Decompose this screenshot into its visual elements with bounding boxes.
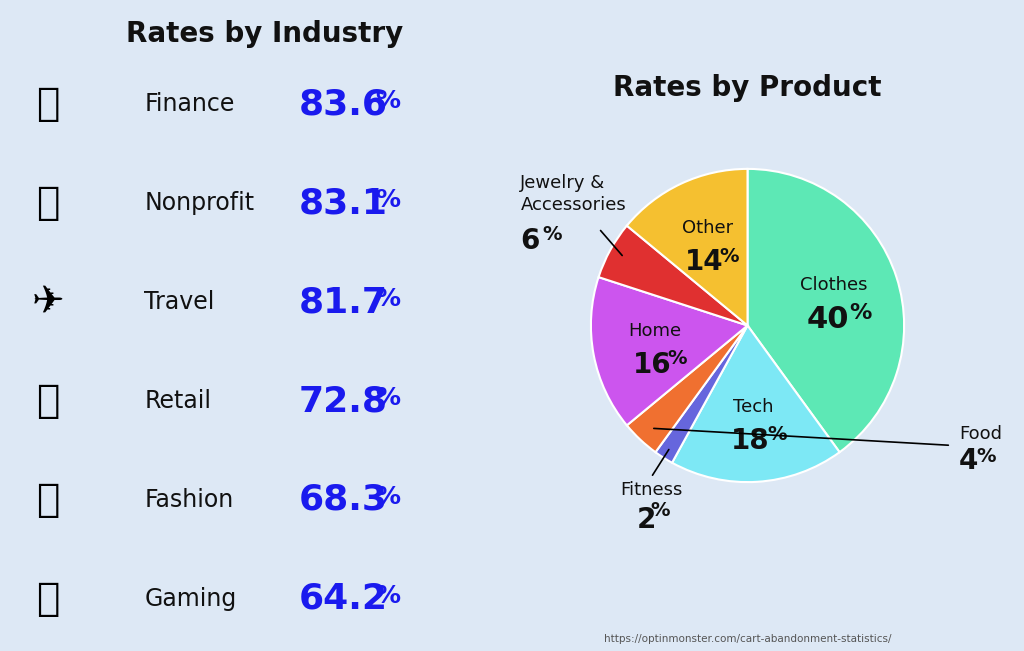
Text: Rates by Product: Rates by Product — [613, 74, 882, 102]
Wedge shape — [748, 169, 904, 452]
Text: %: % — [376, 485, 400, 508]
Text: 2: 2 — [637, 506, 656, 534]
Text: Retail: Retail — [144, 389, 211, 413]
Wedge shape — [655, 326, 748, 463]
Text: %: % — [543, 225, 562, 244]
Text: Nonprofit: Nonprofit — [144, 191, 255, 215]
Text: 68.3: 68.3 — [298, 483, 387, 517]
Text: Clothes: Clothes — [800, 276, 867, 294]
Text: Food: Food — [958, 425, 1001, 443]
Text: Tech: Tech — [733, 398, 774, 416]
Wedge shape — [672, 326, 840, 482]
Wedge shape — [627, 169, 748, 326]
Text: Gaming: Gaming — [144, 587, 237, 611]
Text: 👠: 👠 — [37, 481, 59, 519]
Text: 64.2: 64.2 — [298, 582, 387, 616]
Text: %: % — [668, 350, 687, 368]
Wedge shape — [627, 326, 748, 452]
Text: 40: 40 — [806, 305, 849, 334]
Text: %: % — [849, 303, 871, 323]
Text: 4: 4 — [958, 447, 978, 475]
Text: Home: Home — [629, 322, 682, 340]
Text: 14: 14 — [685, 249, 724, 277]
Text: %: % — [650, 501, 670, 520]
Text: %: % — [376, 584, 400, 607]
Text: 🎧: 🎧 — [37, 580, 59, 618]
Text: %: % — [720, 247, 739, 266]
Text: 🛍: 🛍 — [37, 382, 59, 420]
Text: %: % — [767, 426, 786, 445]
Text: https://optinmonster.com/cart-abandonment-statistics/: https://optinmonster.com/cart-abandonmen… — [604, 635, 891, 644]
Text: %: % — [376, 188, 400, 212]
Text: 83.1: 83.1 — [298, 186, 387, 220]
Text: 81.7: 81.7 — [298, 285, 387, 319]
Text: Rates by Industry: Rates by Industry — [126, 20, 403, 48]
Text: Fashion: Fashion — [144, 488, 233, 512]
Text: %: % — [976, 447, 995, 466]
Text: 6: 6 — [520, 227, 540, 255]
Text: Other: Other — [682, 219, 733, 237]
Wedge shape — [599, 226, 748, 326]
Wedge shape — [591, 277, 748, 425]
Text: 18: 18 — [731, 427, 770, 455]
Text: 16: 16 — [633, 351, 672, 379]
Text: Jewelry &
Accessories: Jewelry & Accessories — [520, 174, 627, 214]
Text: Finance: Finance — [144, 92, 234, 116]
Text: %: % — [376, 89, 400, 113]
Text: %: % — [376, 386, 400, 409]
Text: Travel: Travel — [144, 290, 215, 314]
Text: Fitness: Fitness — [620, 480, 682, 499]
Text: 💰: 💰 — [37, 85, 59, 123]
Text: %: % — [376, 287, 400, 311]
Text: 🤍: 🤍 — [37, 184, 59, 222]
Text: ✈: ✈ — [32, 283, 65, 321]
Text: 72.8: 72.8 — [298, 384, 387, 418]
Text: 83.6: 83.6 — [298, 87, 387, 121]
